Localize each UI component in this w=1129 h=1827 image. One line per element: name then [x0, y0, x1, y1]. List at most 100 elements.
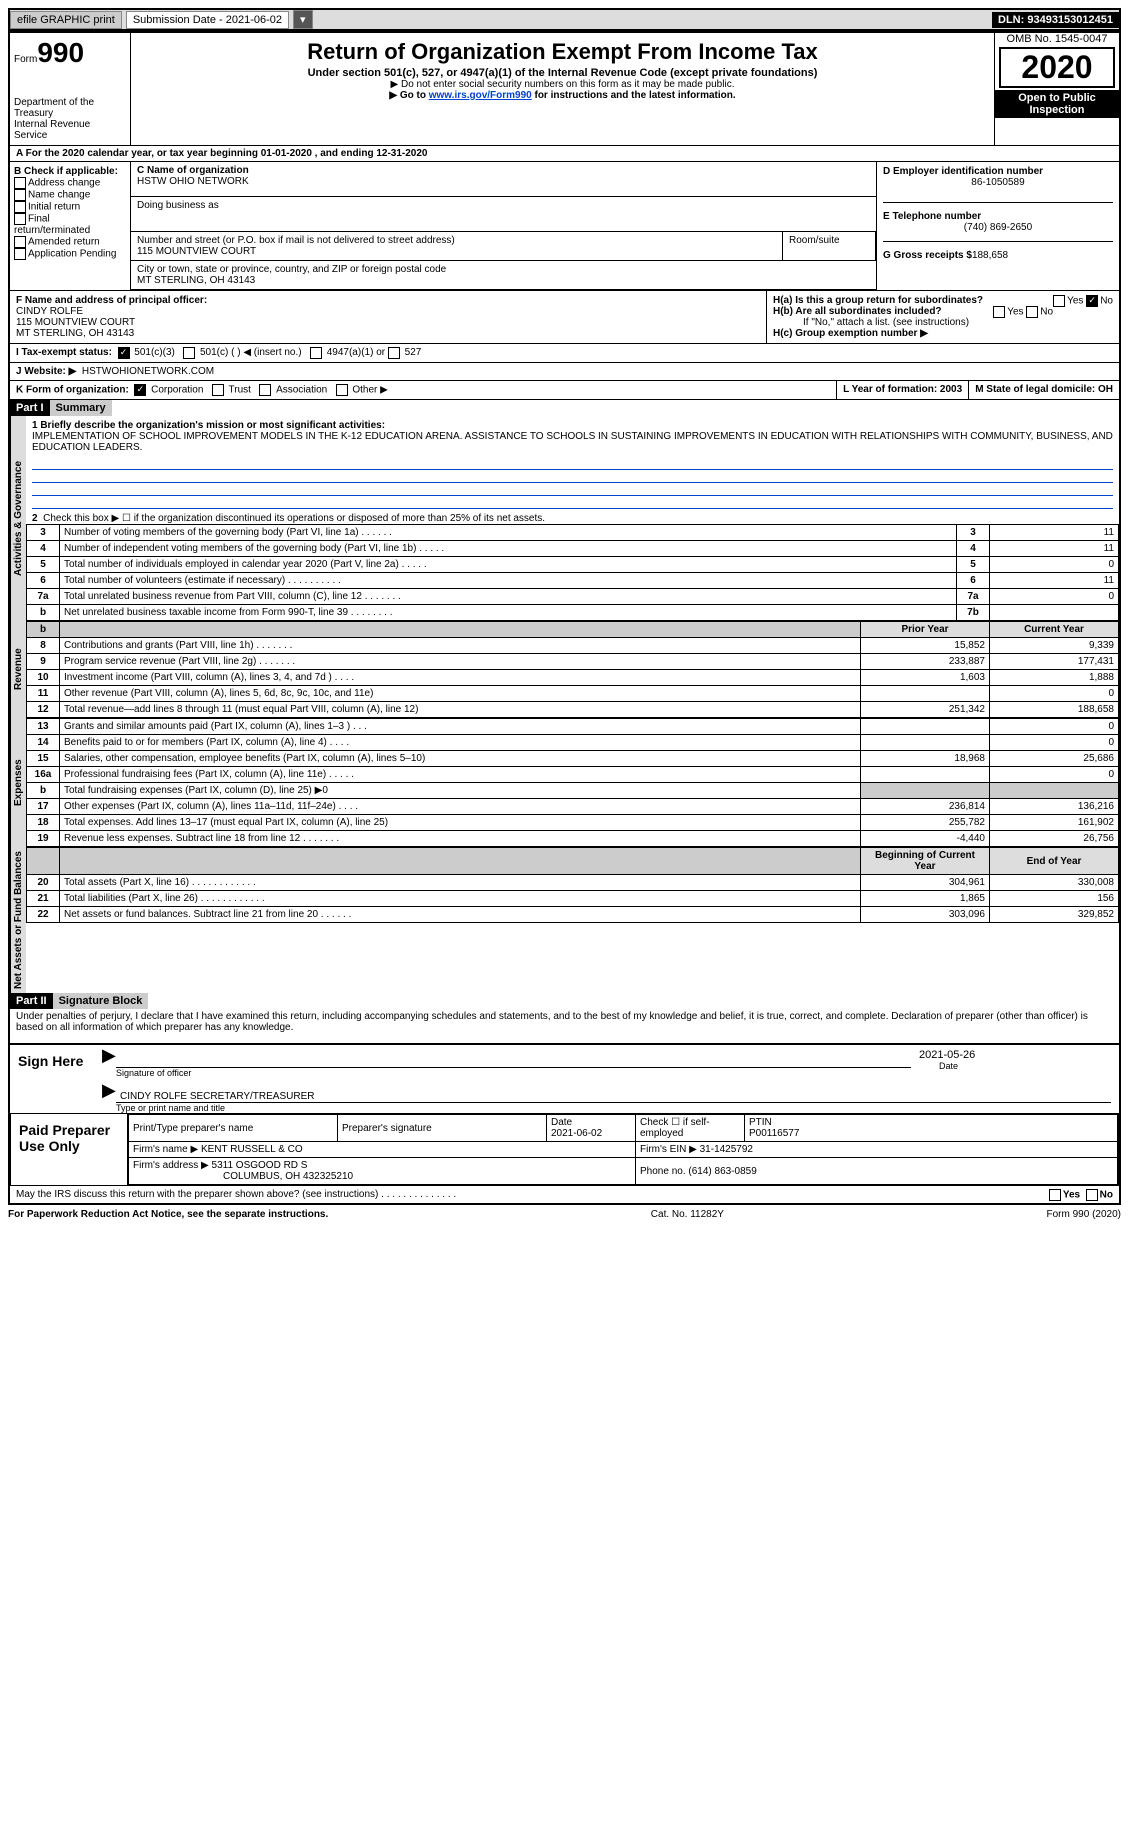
yes-label2: Yes — [1007, 307, 1023, 318]
k-other[interactable] — [336, 384, 348, 396]
line-desc: Total assets (Part X, line 16) . . . . .… — [60, 875, 861, 891]
k-trust[interactable] — [212, 384, 224, 396]
org-name: HSTW OHIO NETWORK — [137, 176, 870, 187]
sig-officer-label: Signature of officer — [116, 1068, 919, 1078]
section-b-label: B Check if applicable: — [14, 166, 126, 177]
line-num: 14 — [27, 735, 60, 751]
line-desc: Professional fundraising fees (Part IX, … — [60, 767, 861, 783]
firm-ein: 31-1425792 — [700, 1144, 753, 1155]
k-opt3: Other ▶ — [352, 385, 387, 396]
c-name-label: C Name of organization — [137, 165, 870, 176]
note1: ▶ Do not enter social security numbers o… — [139, 79, 986, 90]
prep-check-label: Check ☐ if self-employed — [636, 1115, 745, 1142]
curr-val — [990, 783, 1119, 799]
discuss-yes[interactable] — [1049, 1189, 1061, 1201]
line-num: 20 — [27, 875, 60, 891]
check-final[interactable] — [14, 213, 26, 225]
footer-mid: Cat. No. 11282Y — [651, 1209, 724, 1220]
j-label: J Website: ▶ — [16, 366, 76, 377]
subtitle: Under section 501(c), 527, or 4947(a)(1)… — [139, 67, 986, 79]
curr-val: 0 — [990, 686, 1119, 702]
curr-val: 0 — [990, 767, 1119, 783]
submission-date: Submission Date - 2021-06-02 — [126, 11, 289, 29]
footer-right: Form 990 (2020) — [1047, 1209, 1121, 1220]
b-opt-2: Initial return — [28, 202, 80, 213]
ha-label: H(a) Is this a group return for subordin… — [773, 295, 983, 306]
check-app-pending[interactable] — [14, 248, 26, 260]
curr-val: 188,658 — [990, 702, 1119, 718]
beg-val: 1,865 — [861, 891, 990, 907]
line-num: b — [27, 783, 60, 799]
m-label: M State of legal domicile: OH — [975, 384, 1113, 395]
check-addr-change[interactable] — [14, 177, 26, 189]
efile-print-button[interactable]: efile GRAPHIC print — [10, 11, 122, 29]
hb-yes[interactable] — [993, 306, 1005, 318]
k-corp[interactable] — [134, 384, 146, 396]
prior-val: 236,814 — [861, 799, 990, 815]
irs-link[interactable]: www.irs.gov/Form990 — [429, 90, 532, 101]
i-4947[interactable] — [310, 347, 322, 359]
check-amended[interactable] — [14, 236, 26, 248]
line-ref: 3 — [957, 525, 990, 541]
check-initial[interactable] — [14, 201, 26, 213]
discuss-yes-label: Yes — [1063, 1190, 1080, 1201]
i-501c[interactable] — [183, 347, 195, 359]
footer-left: For Paperwork Reduction Act Notice, see … — [8, 1209, 328, 1220]
k-assoc[interactable] — [259, 384, 271, 396]
prior-val: 15,852 — [861, 638, 990, 654]
line-desc: Benefits paid to or for members (Part IX… — [60, 735, 861, 751]
line-num: 3 — [27, 525, 60, 541]
f-label: F Name and address of principal officer: — [16, 295, 760, 306]
col-beg: Beginning of Current Year — [861, 848, 990, 875]
line-num: 7a — [27, 589, 60, 605]
toolbar-dropdown[interactable]: ▾ — [293, 10, 313, 29]
i-501c3[interactable] — [118, 347, 130, 359]
firm-label: Firm's name ▶ — [133, 1144, 198, 1155]
curr-val: 161,902 — [990, 815, 1119, 831]
b-opt-4: Amended return — [28, 237, 100, 248]
form-number: 990 — [37, 37, 84, 68]
part1-title: Summary — [50, 400, 112, 416]
curr-val: 9,339 — [990, 638, 1119, 654]
line-ref: 6 — [957, 573, 990, 589]
open-public: Open to Public Inspection — [995, 90, 1119, 118]
line-desc: Total number of individuals employed in … — [60, 557, 957, 573]
ha-yes[interactable] — [1053, 295, 1065, 307]
k-opt0: Corporation — [151, 385, 203, 396]
discuss-no[interactable] — [1086, 1189, 1098, 1201]
mission-text: IMPLEMENTATION OF SCHOOL IMPROVEMENT MOD… — [32, 431, 1113, 453]
ptin-label: PTIN — [749, 1117, 1113, 1128]
part2-title: Signature Block — [53, 993, 149, 1009]
line-val — [990, 605, 1119, 621]
d-label: D Employer identification number — [883, 166, 1043, 177]
line-desc: Grants and similar amounts paid (Part IX… — [60, 719, 861, 735]
sig-date-label: Date — [939, 1061, 1119, 1071]
no-label2: No — [1040, 307, 1053, 318]
line-num: 11 — [27, 686, 60, 702]
website-value: HSTWOHIONETWORK.COM — [82, 366, 214, 377]
hb-no[interactable] — [1026, 306, 1038, 318]
b-opt-0: Address change — [28, 178, 100, 189]
col-end: End of Year — [990, 848, 1119, 875]
line-desc: Total number of volunteers (estimate if … — [60, 573, 957, 589]
prep-sig-label: Preparer's signature — [342, 1123, 542, 1134]
end-val: 330,008 — [990, 875, 1119, 891]
firm-addr-label: Firm's address ▶ — [133, 1160, 209, 1171]
line-val: 0 — [990, 589, 1119, 605]
i-527[interactable] — [388, 347, 400, 359]
line-num: 8 — [27, 638, 60, 654]
firm-name: KENT RUSSELL & CO — [201, 1144, 303, 1155]
firm-city: COLUMBUS, OH 432325210 — [223, 1171, 353, 1182]
check-name-change[interactable] — [14, 189, 26, 201]
ha-no[interactable] — [1086, 295, 1098, 307]
i-opt0: 501(c)(3) — [134, 347, 175, 359]
sign-here-label: Sign Here — [10, 1045, 96, 1113]
line-num: 21 — [27, 891, 60, 907]
k-opt2: Association — [276, 385, 327, 396]
line-desc: Total liabilities (Part X, line 26) . . … — [60, 891, 861, 907]
curr-val: 0 — [990, 735, 1119, 751]
dept-label: Department of the Treasury Internal Reve… — [14, 97, 126, 141]
vlabel-expenses: Expenses — [10, 718, 26, 847]
preparer-title: Paid Preparer Use Only — [11, 1114, 128, 1185]
curr-val: 26,756 — [990, 831, 1119, 847]
